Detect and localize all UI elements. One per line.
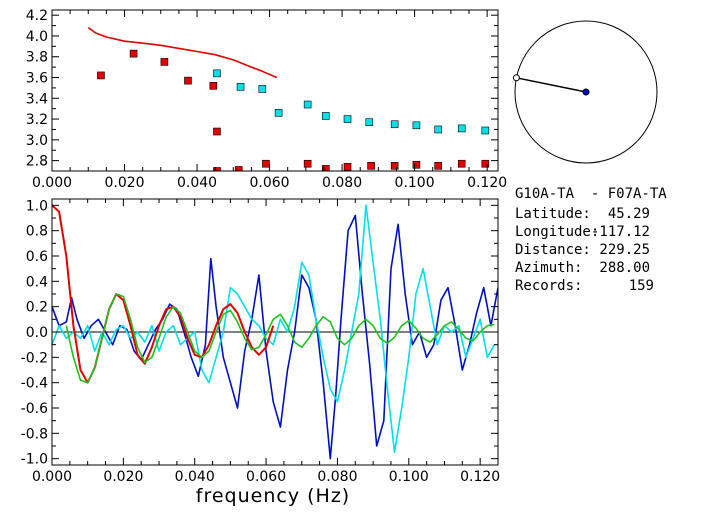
dispersion-cyan-point [434, 125, 442, 134]
dispersion-cyan-point [412, 121, 421, 130]
correlation-y-tick-label: 0.0 [26, 325, 48, 341]
dispersion-cyan-point [481, 126, 490, 135]
correlation-marks [52, 204, 498, 460]
correlation-x-tick-label: 0.020 [103, 469, 143, 485]
dispersion-red-point [321, 165, 330, 171]
dispersion-cyan-point [321, 112, 330, 120]
longitude-value: -117.12 [591, 224, 650, 240]
distance-value: 229.25 [599, 242, 650, 258]
correlation-y-tick-label: 0.2 [26, 300, 48, 316]
map-circle [514, 20, 658, 164]
station-b-marker [582, 88, 590, 96]
station-info: G10A-TA - F07A-TA Latitude: 45.29 Longit… [515, 186, 667, 294]
correlation-x-tick-label: 0.000 [32, 469, 72, 485]
dispersion-y-tick-label: 3.6 [26, 71, 48, 87]
dispersion-x-tick-label: 0.040 [177, 175, 217, 191]
dispersion-frame [51, 9, 499, 172]
azimuth-value: 288.00 [599, 260, 650, 276]
records-value: 159 [629, 278, 654, 294]
dispersion-red-point [213, 127, 221, 136]
dispersion-red-point [390, 162, 399, 170]
dispersion-y-tick-label: 2.8 [26, 154, 48, 170]
dispersion-red-point [213, 167, 221, 171]
station-a-marker [512, 74, 520, 82]
station-map [512, 20, 658, 164]
x-axis-title: frequency (Hz) [196, 485, 350, 507]
correlation-x-tick-label: 0.040 [175, 469, 215, 485]
correlation-ticks: 0.000 0.020 0.040 0.060 0.080 0.100 0.120 -1.0 -… [21, 198, 501, 485]
dispersion-cyan-point [236, 83, 245, 91]
correlation-plot-area [52, 204, 498, 460]
correlation-green-series-line [65, 293, 495, 384]
dispersion-cyan-point [303, 100, 312, 109]
dispersion-red-point [481, 159, 490, 168]
dispersion-red-point [129, 49, 138, 58]
correlation-y-tick-label: 0.6 [26, 249, 48, 265]
longitude-label: Longitude: [515, 224, 599, 240]
dispersion-cyan-point [457, 124, 466, 133]
dispersion-red-point [209, 82, 218, 90]
dispersion-red-point [97, 71, 105, 80]
station-path [516, 77, 587, 93]
dispersion-panel: 0.000 0.020 0.040 0.060 0.080 0.100 0.120 2.8 3.… [26, 8, 507, 191]
correlation-x-tick-label: 0.100 [389, 469, 429, 485]
dispersion-red-series-line [87, 27, 278, 79]
azimuth-label: Azimuth: [515, 260, 582, 276]
correlation-x-tick-label: 0.060 [246, 469, 286, 485]
dispersion-marks [87, 27, 490, 171]
dispersion-red-point [457, 159, 466, 168]
dispersion-x-tick-label: 0.000 [32, 175, 72, 191]
dispersion-ticks: 0.000 0.020 0.040 0.060 0.080 0.100 0.120 2.8 3.… [26, 8, 507, 191]
dispersion-x-tick-label: 0.020 [104, 175, 144, 191]
correlation-y-tick-label: -1.0 [21, 452, 48, 468]
dispersion-y-tick-label: 4.0 [26, 29, 48, 45]
correlation-y-tick-label: -0.4 [21, 376, 48, 392]
dispersion-red-point [367, 162, 375, 170]
dispersion-y-tick-label: 4.2 [26, 8, 48, 24]
records-label: Records: [515, 278, 582, 294]
dispersion-red-point [262, 159, 270, 168]
distance-label: Distance: [515, 242, 591, 258]
dispersion-cyan-point [390, 120, 399, 129]
dispersion-cyan-point [343, 115, 352, 123]
dispersion-red-point [234, 166, 243, 171]
dispersion-cyan-point [258, 85, 267, 93]
correlation-y-tick-label: -0.8 [21, 426, 48, 442]
correlation-y-tick-label: -0.2 [21, 350, 48, 366]
dispersion-x-tick-label: 0.120 [467, 175, 507, 191]
correlation-y-tick-label: 0.8 [26, 224, 48, 240]
dispersion-cyan-point [213, 69, 221, 78]
correlation-panel: 0.000 0.020 0.040 0.060 0.080 0.100 0.120 -1.0 -… [21, 198, 501, 507]
correlation-x-tick-label: 0.080 [317, 469, 357, 485]
dispersion-y-tick-label: 3.8 [26, 50, 48, 66]
dispersion-y-tick-label: 3.4 [26, 91, 48, 107]
dispersion-red-point [412, 160, 421, 169]
dispersion-cyan-point [365, 118, 374, 126]
latitude-label: Latitude: [515, 206, 591, 222]
correlation-y-tick-label: 1.0 [26, 198, 48, 214]
station-pair-label: G10A-TA - F07A-TA [515, 186, 667, 202]
dispersion-red-point [434, 162, 442, 170]
dispersion-red-point [184, 76, 192, 85]
dispersion-x-tick-label: 0.060 [250, 175, 290, 191]
dispersion-red-point [343, 163, 352, 171]
correlation-y-tick-label: -0.6 [21, 401, 48, 417]
dispersion-x-tick-label: 0.080 [322, 175, 362, 191]
dispersion-plot-area [87, 27, 490, 171]
dispersion-y-tick-label: 3.2 [26, 112, 48, 128]
correlation-x-tick-label: 0.120 [460, 469, 500, 485]
dispersion-cyan-point [274, 109, 283, 117]
latitude-value: 45.29 [608, 206, 650, 222]
correlation-cyan-series-line [52, 204, 496, 454]
dispersion-red-point [160, 58, 169, 66]
dispersion-red-point [303, 159, 312, 168]
dispersion-x-tick-label: 0.100 [395, 175, 435, 191]
correlation-y-tick-label: 0.4 [26, 274, 48, 290]
dispersion-y-tick-label: 3.0 [26, 133, 48, 149]
